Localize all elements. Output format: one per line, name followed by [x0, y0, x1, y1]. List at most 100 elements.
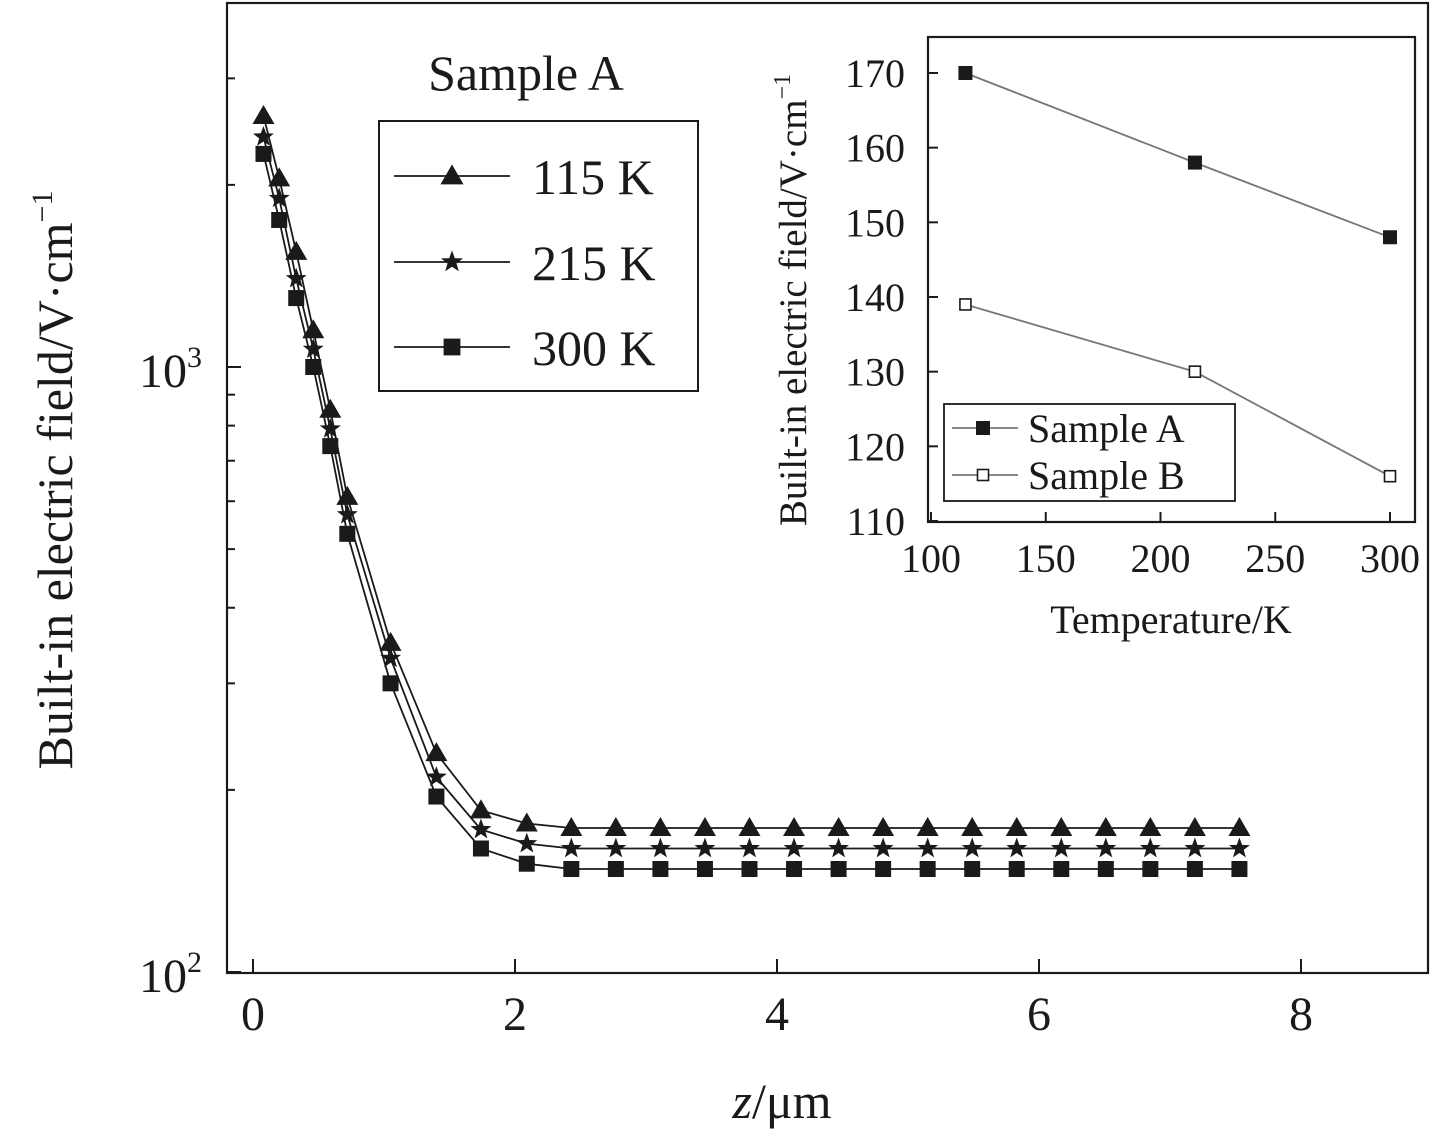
main-data-point	[472, 840, 489, 857]
main-data-point	[649, 837, 671, 858]
main-data-point	[253, 126, 274, 146]
inset-x-ticks: 100 150 200 250 300	[901, 512, 1420, 581]
inset-x-tick-label: 200	[1131, 536, 1191, 581]
main-data-point	[1184, 837, 1206, 858]
main-data-point	[917, 837, 939, 858]
inset-series-open-square	[959, 298, 1397, 483]
main-x-axis-label-rest: /μm	[752, 1073, 832, 1129]
main-x-axis-label: z/μm	[731, 1073, 831, 1129]
main-data-point	[252, 104, 275, 124]
main-y-axis-label-text: Built-in electric field/V·cm	[27, 222, 83, 769]
main-series-square	[255, 145, 1248, 877]
main-plot-frame	[225, 1, 1430, 975]
main-data-point	[1228, 816, 1251, 836]
main-data-point	[305, 359, 322, 375]
main-data-point	[1142, 860, 1159, 877]
main-data-point	[875, 860, 892, 877]
main-data-point	[1183, 816, 1206, 836]
inset-legend-label: Sample B	[1028, 453, 1185, 498]
inset-series-filled-square	[958, 65, 1397, 245]
main-x-tick-label: 6	[1027, 988, 1051, 1041]
main-data-point	[560, 837, 582, 858]
inset-x-axis-label: Temperature/K	[1050, 597, 1292, 642]
main-data-point	[607, 860, 624, 877]
main-data-point	[336, 503, 358, 524]
inset-y-tick-label: 130	[845, 350, 905, 395]
main-data-point	[319, 398, 342, 418]
main-legend-label: 300 K	[532, 320, 656, 376]
main-legend: 115 K 215 K 300 K	[378, 120, 699, 392]
main-legend-marker	[440, 164, 464, 185]
inset-legend-marker	[976, 468, 990, 482]
inset-data-point	[1188, 365, 1202, 378]
main-data-point	[961, 816, 984, 836]
main-data-point	[288, 290, 305, 307]
main-data-point	[652, 860, 669, 877]
main-data-point	[339, 525, 356, 542]
main-data-point	[696, 860, 713, 877]
main-data-point	[1229, 837, 1250, 858]
main-data-point	[271, 211, 288, 228]
main-x-tick-label: 0	[241, 988, 265, 1041]
main-data-point	[1008, 860, 1025, 877]
inset-y-tick-label: 150	[845, 200, 905, 245]
main-data-point	[1097, 860, 1114, 877]
main-legend-marker	[441, 250, 463, 272]
main-data-point	[268, 187, 290, 208]
inset-x-tick-label: 150	[1016, 536, 1076, 581]
inset-x-tick-label: 100	[901, 536, 961, 581]
main-data-point	[518, 855, 535, 872]
main-x-tick-label: 2	[503, 988, 527, 1041]
main-y-tick-label: 103	[139, 341, 202, 398]
main-data-point	[830, 860, 847, 877]
main-legend-marker	[443, 338, 461, 356]
inset-series-line	[965, 72, 1391, 239]
main-data-point	[322, 438, 339, 455]
inset-y-tick-label: 120	[845, 424, 905, 469]
main-data-point	[469, 799, 492, 819]
main-legend-label: 115 K	[532, 149, 654, 205]
main-series-line	[262, 115, 1240, 829]
main-data-point	[1094, 816, 1117, 836]
main-data-point	[255, 145, 272, 162]
inset-data-point	[958, 65, 973, 80]
inset-y-tick-label: 170	[845, 51, 905, 96]
inset-y-tick-label: 160	[845, 126, 905, 171]
inset-legend-marker	[976, 421, 990, 435]
inset-y-tick-label: 140	[845, 275, 905, 320]
main-data-point	[302, 338, 324, 359]
main-data-point	[604, 816, 627, 836]
main-x-tick-label: 4	[765, 988, 789, 1041]
main-data-point	[1186, 860, 1203, 877]
main-data-point	[738, 816, 761, 836]
main-data-point	[872, 837, 894, 858]
main-series-group	[252, 104, 1251, 877]
main-data-point	[783, 837, 805, 858]
main-data-point	[336, 485, 359, 505]
inset-y-axis-label-sup: −1	[770, 74, 796, 100]
main-data-point	[739, 837, 760, 858]
main-data-point	[379, 631, 402, 651]
inset-series-group	[958, 65, 1397, 483]
main-data-point	[961, 837, 983, 858]
inset-legend-label: Sample A	[1028, 406, 1185, 451]
inset-plot-frame	[926, 35, 1417, 524]
inset-x-tick-label: 250	[1245, 536, 1305, 581]
main-data-point	[1005, 816, 1028, 836]
main-y-axis-label: Built-in electric field/V·cm−1	[26, 191, 83, 770]
main-data-point	[425, 742, 448, 762]
inset-y-axis-label: Built-in electric field/V·cm−1	[770, 74, 815, 526]
main-data-point	[516, 832, 538, 853]
main-data-point	[1053, 860, 1070, 877]
inset-y-tick-label: 110	[846, 499, 905, 544]
main-data-point	[319, 417, 341, 438]
main-legend-label: 215 K	[532, 235, 656, 291]
main-data-point	[285, 267, 307, 288]
main-data-point	[470, 818, 492, 839]
main-data-point	[741, 860, 758, 877]
inset-x-tick-label: 300	[1360, 536, 1420, 581]
main-legend-entries: 115 K 215 K 300 K	[394, 149, 656, 376]
main-legend-box	[378, 120, 699, 392]
